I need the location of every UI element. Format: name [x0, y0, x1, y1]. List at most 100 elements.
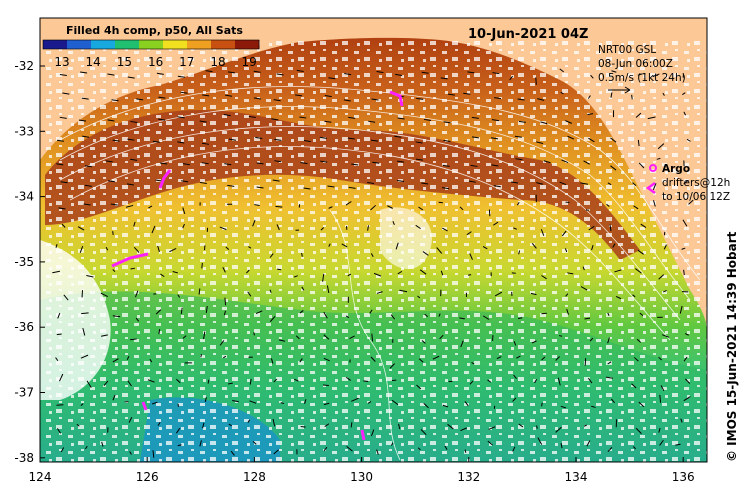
- current-vector: [101, 334, 108, 337]
- current-vector: [560, 405, 567, 409]
- current-vector: [111, 99, 119, 102]
- current-vector: [59, 116, 67, 119]
- current-vector: [580, 286, 588, 291]
- current-vector: [443, 121, 451, 124]
- current-vector: [77, 226, 85, 231]
- current-vector: [105, 160, 113, 163]
- current-vector: [391, 399, 399, 406]
- current-vector: [130, 267, 136, 270]
- current-vector: [373, 272, 382, 277]
- colorbar-swatch: [187, 40, 212, 49]
- current-vector: [222, 267, 226, 273]
- current-vector: [466, 231, 472, 236]
- longitude-tick-label: 136: [672, 470, 695, 484]
- current-vector: [79, 119, 87, 122]
- current-vector: [513, 374, 517, 380]
- current-vector: [62, 92, 70, 95]
- current-vector: [273, 378, 278, 383]
- current-vector: [631, 383, 637, 389]
- current-vector: [84, 184, 92, 187]
- current-vector: [126, 356, 130, 361]
- current-vector: [323, 357, 330, 362]
- current-vector: [158, 118, 166, 121]
- current-vector: [344, 73, 352, 76]
- current-vector: [442, 227, 448, 232]
- current-vector: [534, 378, 538, 384]
- current-vector: [376, 71, 384, 74]
- longitude-tick-label: 128: [243, 470, 266, 484]
- current-vector: [230, 450, 235, 456]
- current-vector: [133, 246, 140, 253]
- current-vector: [346, 445, 353, 452]
- current-vector: [249, 400, 257, 404]
- current-vector: [460, 340, 464, 348]
- current-vector: [493, 185, 501, 188]
- current-vector: [688, 199, 694, 205]
- current-vector: [512, 446, 516, 452]
- current-vector: [682, 92, 686, 96]
- current-vector: [127, 76, 135, 79]
- argo-marker-icon: [649, 164, 657, 172]
- current-vector: [202, 94, 210, 97]
- longitude-tick-label: 134: [565, 470, 588, 484]
- current-vector: [205, 305, 208, 313]
- current-vector: [107, 180, 115, 183]
- current-vector: [397, 117, 405, 120]
- current-vector: [135, 317, 140, 322]
- current-vector: [634, 268, 642, 274]
- colorbar: Filled 4h comp, p50, All Sats 13 14 15 16 17…: [42, 24, 260, 69]
- current-vector: [370, 139, 379, 142]
- current-vector: [517, 98, 525, 101]
- current-vector: [324, 120, 332, 123]
- current-vector: [247, 419, 250, 423]
- current-vector: [52, 270, 60, 274]
- current-vector: [611, 70, 617, 73]
- current-vector: [371, 98, 379, 101]
- current-vector: [468, 274, 472, 276]
- current-vector: [136, 98, 144, 101]
- current-vector: [326, 285, 330, 294]
- current-vector: [590, 74, 594, 79]
- current-vector: [658, 356, 662, 361]
- current-vector: [531, 340, 537, 344]
- current-vector: [101, 441, 104, 447]
- current-vector: [304, 399, 307, 404]
- current-vector: [652, 183, 657, 191]
- current-vector: [223, 114, 231, 117]
- current-vector: [149, 358, 153, 363]
- current-vector: [637, 73, 643, 76]
- current-vector: [441, 187, 449, 190]
- current-vector: [301, 252, 303, 257]
- current-vector: [610, 92, 613, 98]
- current-vector: [341, 243, 348, 248]
- current-vector: [156, 72, 164, 75]
- current-vector: [130, 338, 137, 341]
- current-vector: [299, 358, 303, 363]
- current-vector: [347, 137, 355, 140]
- current-vector: [631, 94, 633, 100]
- current-vector: [345, 315, 350, 319]
- current-vector: [659, 394, 662, 403]
- current-vector: [169, 248, 177, 253]
- current-vector: [176, 427, 181, 434]
- current-vector: [181, 180, 189, 183]
- current-vector: [227, 71, 235, 74]
- colorbar-tick-label: 14: [86, 55, 101, 69]
- current-vector: [518, 250, 521, 255]
- colorbar-swatch: [67, 40, 92, 49]
- current-vector: [112, 269, 116, 272]
- current-vector: [56, 428, 62, 434]
- colorbar-swatch: [43, 40, 68, 49]
- colorbar-swatch: [211, 40, 236, 49]
- current-vector: [323, 446, 328, 452]
- latitude-tick-label: -32: [14, 59, 34, 73]
- current-vector: [61, 223, 66, 228]
- current-vector: [561, 230, 567, 237]
- current-vector: [607, 312, 610, 317]
- current-vector: [130, 158, 138, 161]
- current-vector: [180, 307, 183, 314]
- current-vector: [496, 356, 502, 360]
- latitude-tick-label: -34: [14, 190, 34, 204]
- current-vector: [589, 337, 594, 342]
- current-vector: [176, 378, 181, 384]
